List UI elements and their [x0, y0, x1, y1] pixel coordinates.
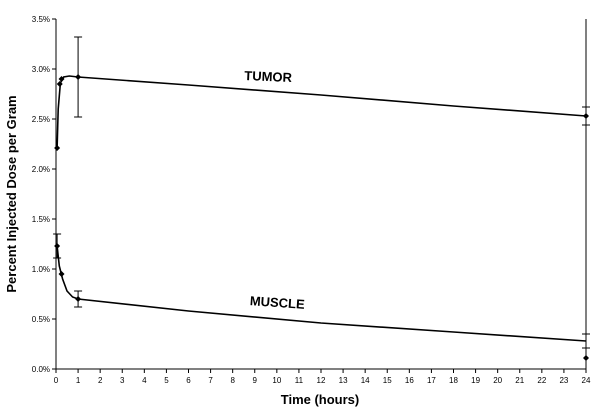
- y-tick-label: 3.5%: [32, 15, 50, 24]
- x-tick-label: 16: [405, 376, 414, 385]
- x-tick-label: 14: [361, 376, 370, 385]
- muscle-line: [56, 245, 587, 342]
- x-tick-label: 21: [515, 376, 524, 385]
- ticks-group: 0 1 2 3 4 5 6 7 8 9 10 11 12 13 14 15 16 17 18 19 20 21 22 23 24…: [32, 15, 591, 385]
- tumor-point: [54, 145, 61, 151]
- y-tick-label: 3.0%: [32, 65, 50, 74]
- x-tick-label: 8: [230, 376, 235, 385]
- error-bars-group: [53, 36, 590, 349]
- markers-group: [54, 74, 589, 361]
- series-label-tumor: TUMOR: [244, 68, 293, 85]
- x-tick-label: 17: [427, 376, 436, 385]
- x-tick-label: 4: [142, 376, 147, 385]
- plot-area: [55, 19, 587, 370]
- x-tick-label: 19: [471, 376, 480, 385]
- x-tick-label: 11: [295, 376, 304, 385]
- x-tick-label: 5: [164, 376, 169, 385]
- x-tick-label: 24: [582, 376, 591, 385]
- muscle-point: [583, 355, 589, 361]
- x-tick-label: 0: [54, 376, 59, 385]
- x-tick-label: 9: [253, 376, 258, 385]
- x-tick-label: 20: [493, 376, 502, 385]
- x-tick-label: 13: [339, 376, 348, 385]
- y-tick-label: 2.0%: [32, 165, 50, 174]
- x-tick-label: 18: [449, 376, 458, 385]
- tumor-line: [56, 75, 587, 149]
- series-label-muscle: MUSCLE: [249, 293, 305, 312]
- y-tick-label: 2.5%: [32, 115, 50, 124]
- x-tick-label: 2: [98, 376, 103, 385]
- x-tick-label: 7: [208, 376, 213, 385]
- muscle-point: [58, 271, 65, 277]
- tumor-point: [75, 74, 82, 80]
- tumor-point: [583, 113, 589, 119]
- muscle-point: [54, 243, 61, 249]
- x-tick-label: 22: [537, 376, 546, 385]
- y-tick-label: 1.0%: [32, 265, 50, 274]
- tumor-point: [58, 76, 65, 82]
- x-tick-label: 1: [76, 376, 81, 385]
- y-axis-title: Percent Injected Dose per Gram: [4, 95, 19, 292]
- y-tick-label: 1.5%: [32, 215, 50, 224]
- muscle-point: [75, 296, 82, 302]
- x-tick-label: 3: [120, 376, 125, 385]
- series-lines-group: [56, 75, 587, 342]
- x-tick-label: 12: [317, 376, 326, 385]
- x-tick-label: 23: [559, 376, 568, 385]
- x-tick-label: 10: [272, 376, 281, 385]
- y-tick-label: 0.0%: [32, 365, 50, 374]
- x-tick-label: 15: [383, 376, 392, 385]
- tumor-point: [56, 81, 63, 87]
- x-axis-title: Time (hours): [281, 392, 360, 407]
- x-tick-label: 6: [186, 376, 191, 385]
- y-tick-label: 0.5%: [32, 315, 50, 324]
